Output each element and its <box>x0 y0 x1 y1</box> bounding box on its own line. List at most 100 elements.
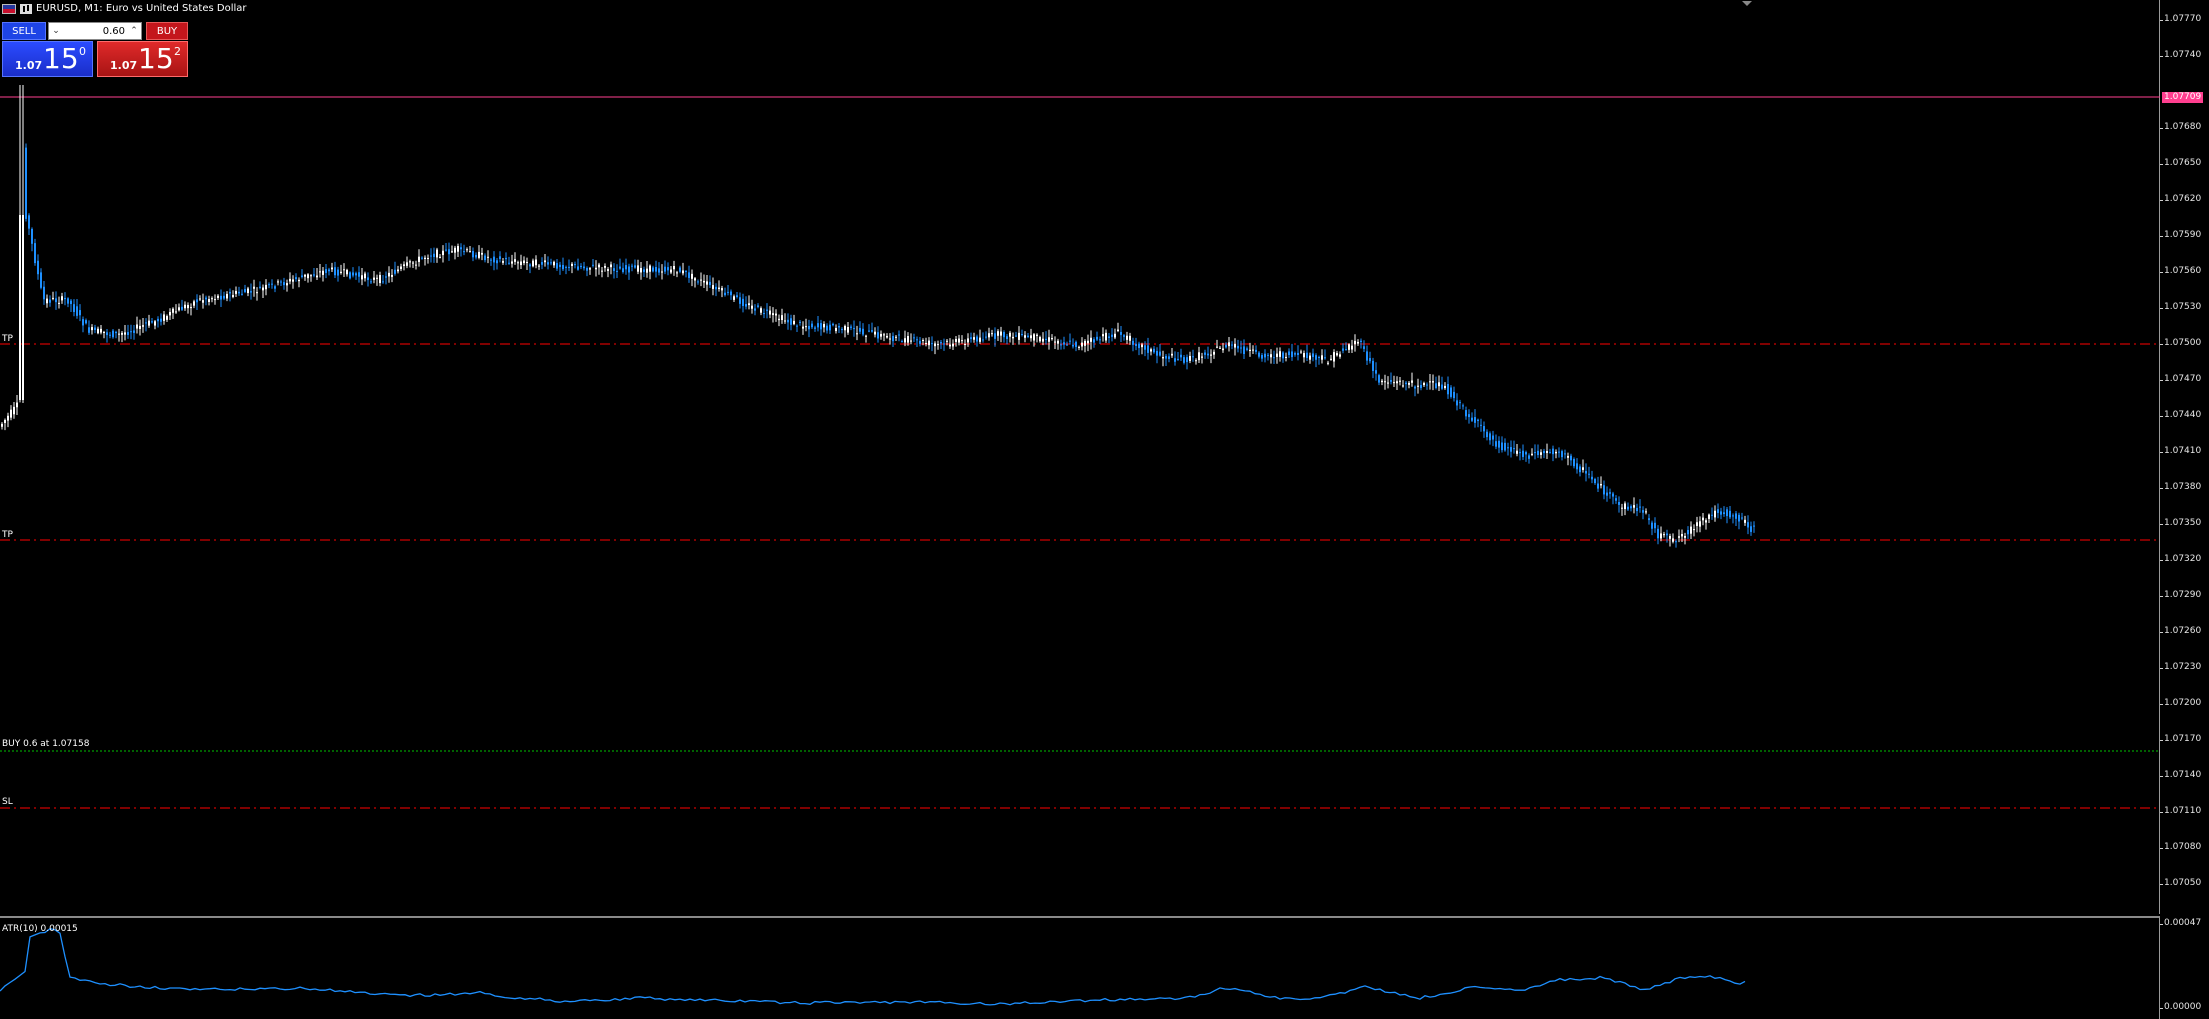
price-axis-label: 1.07350 <box>2164 518 2202 528</box>
candle-body <box>262 287 264 291</box>
candle-body <box>478 251 480 258</box>
candle-body <box>1633 505 1635 508</box>
candle-body <box>226 293 228 299</box>
chevron-up-icon[interactable]: ⌃ <box>130 26 138 36</box>
candle-body <box>535 259 537 266</box>
candle-body <box>1627 506 1629 510</box>
candle-body <box>958 338 960 343</box>
candle-body <box>874 331 876 335</box>
lot-size-input[interactable] <box>63 25 127 37</box>
candle-body <box>1519 452 1521 454</box>
candle-body <box>1324 357 1326 359</box>
candle-body <box>334 267 336 276</box>
candle-body <box>379 275 381 284</box>
candle-body <box>1582 467 1584 470</box>
candle-body <box>1039 336 1041 342</box>
candle-body <box>937 344 939 346</box>
candle-body <box>796 325 798 327</box>
candle-body <box>1225 344 1227 348</box>
atr-line <box>0 928 1746 1006</box>
candle-body <box>1069 340 1071 342</box>
chart-shift-marker-icon[interactable] <box>1742 1 1752 6</box>
candle-body <box>1033 334 1035 341</box>
candle-body <box>1222 348 1224 351</box>
candle-body <box>754 308 756 311</box>
candle-body <box>514 259 516 262</box>
candle-body <box>1471 417 1473 421</box>
lot-size-stepper[interactable]: ⌄ ⌃ <box>48 22 142 40</box>
candle-body <box>43 286 45 300</box>
candle-body <box>1180 354 1182 358</box>
candle-body <box>31 228 33 244</box>
sell-button[interactable]: SELL <box>2 22 46 40</box>
candle-body <box>598 264 600 268</box>
candle-body <box>751 305 753 309</box>
candle-body <box>676 272 678 274</box>
candle-body <box>229 291 231 294</box>
candle-body <box>1387 382 1389 384</box>
candle-body <box>1102 334 1104 337</box>
candle-body <box>1072 344 1074 347</box>
candle-body <box>1186 357 1188 363</box>
candle-body <box>457 246 459 252</box>
candle-body <box>688 272 690 278</box>
price-axis-label: 1.07050 <box>2164 878 2202 888</box>
candle-body <box>82 319 84 326</box>
chevron-down-icon[interactable]: ⌄ <box>52 26 60 36</box>
candle-body <box>1066 344 1068 346</box>
atr-indicator-pane[interactable]: ATR(10) 0.00015 <box>0 916 2160 1019</box>
candle-body <box>178 307 180 311</box>
candle-body <box>697 281 699 283</box>
candle-body <box>1177 358 1179 360</box>
price-axis-label: 1.07530 <box>2164 302 2202 312</box>
candle-body <box>301 275 303 278</box>
candle-body <box>4 420 6 423</box>
candle-body <box>1297 352 1299 356</box>
candle-body <box>184 304 186 309</box>
candle-body <box>325 269 327 273</box>
candle-body <box>106 332 108 336</box>
candle-body <box>142 325 144 327</box>
chart-type-icon[interactable] <box>20 3 32 14</box>
indicator-axis-tick <box>2160 1008 2163 1009</box>
candle-body <box>1252 349 1254 351</box>
candle-body <box>406 262 408 266</box>
tp-label-2: TP <box>2 530 13 540</box>
buy-button[interactable]: BUY <box>146 22 188 40</box>
candle-body <box>1129 335 1131 341</box>
candle-body <box>1432 381 1434 383</box>
candle-body <box>808 325 810 330</box>
candle-body <box>529 264 531 267</box>
candle-body <box>1555 451 1557 454</box>
flag-eu-us-icon[interactable] <box>2 3 16 14</box>
candle-body <box>1744 519 1746 523</box>
candle-body <box>1207 353 1209 356</box>
candle-body <box>1075 341 1077 347</box>
candle-body <box>394 269 396 274</box>
candle-body <box>331 267 333 270</box>
candle-body <box>76 306 78 316</box>
candle-body <box>616 270 618 272</box>
sell-price-button[interactable]: 1.07 15 0 <box>2 41 93 77</box>
candle-body <box>913 337 915 339</box>
price-axis-label: 1.07680 <box>2164 122 2202 132</box>
buy-price-fraction: 2 <box>174 45 181 58</box>
candle-body <box>313 274 315 276</box>
candle-body <box>1660 533 1662 539</box>
candle-body <box>1348 344 1350 350</box>
candle-body <box>1315 355 1317 360</box>
candle-body <box>388 272 390 277</box>
price-chart-canvas[interactable] <box>0 0 2160 914</box>
candle-body <box>637 265 639 272</box>
main-chart[interactable]: EURUSD, M1: Euro vs United States Dollar… <box>0 0 2160 914</box>
candle-body <box>1261 355 1263 359</box>
price-axis-label: 1.07110 <box>2164 806 2202 816</box>
candle-body <box>766 309 768 311</box>
candle-body <box>580 265 582 268</box>
buy-price-button[interactable]: 1.07 15 2 <box>97 41 188 77</box>
candle-body <box>1285 356 1287 358</box>
candle-body <box>826 325 828 331</box>
price-axis[interactable]: 1.07770 1.07740 1.07680 1.07650 1.07620 1.075… <box>2160 0 2209 914</box>
candle-body <box>667 267 669 271</box>
